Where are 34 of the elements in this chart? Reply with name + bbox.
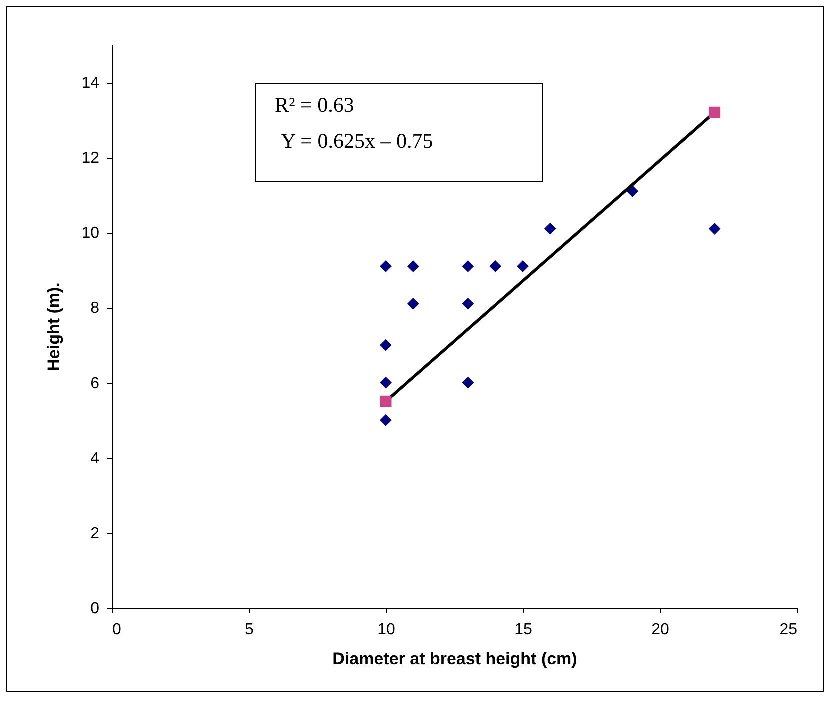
point	[517, 260, 529, 272]
y-tick-label: 14	[82, 75, 100, 92]
point	[626, 186, 638, 198]
y-axis-title: Height (m).	[44, 282, 64, 372]
point	[380, 340, 392, 352]
x-tick-label: 20	[652, 622, 670, 638]
point	[490, 260, 502, 272]
point	[709, 106, 721, 118]
point	[462, 377, 474, 389]
point	[408, 298, 420, 310]
x-axis-title: Diameter at breast height (cm)	[332, 650, 578, 668]
x-tick-label: 25	[780, 622, 798, 638]
annotation: R² = 0.63	[275, 93, 354, 117]
point	[544, 223, 556, 235]
point	[380, 377, 392, 389]
x-tick-label: 5	[245, 622, 254, 638]
point	[380, 260, 392, 272]
point	[380, 414, 392, 426]
point	[709, 223, 721, 235]
y-tick-label: 0	[90, 600, 100, 618]
y-tick-label: 4	[90, 450, 100, 468]
x-tick-label: 15	[514, 622, 532, 638]
annotation: Y = 0.625x – 0.75	[281, 129, 434, 153]
x-tick-label: 10	[378, 622, 396, 638]
point	[462, 298, 474, 310]
y-tick-label: 10	[82, 225, 100, 242]
y-tick-label: 2	[90, 525, 100, 542]
y-tick-label: 8	[90, 300, 100, 318]
point	[380, 396, 392, 408]
x-tick-label: 0	[112, 622, 122, 638]
point	[408, 260, 420, 272]
y-tick-label: 6	[90, 375, 100, 392]
y-tick-label: 12	[82, 150, 100, 168]
point	[462, 260, 474, 272]
